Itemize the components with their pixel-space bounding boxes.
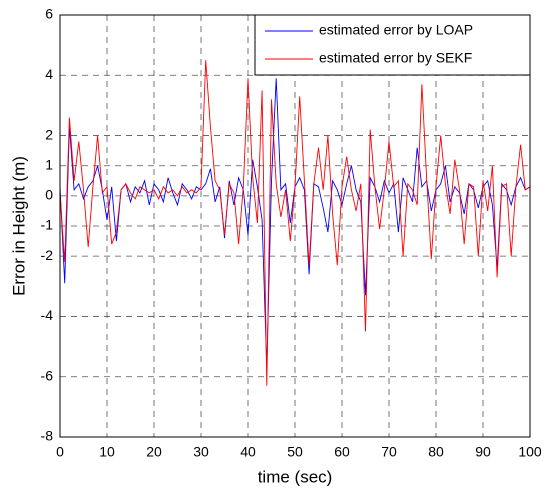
x-tick-label: 20: [146, 444, 162, 460]
x-tick-label: 10: [99, 444, 115, 460]
legend-label: estimated error by SEKF: [319, 50, 472, 66]
y-tick-label: 1: [45, 156, 53, 172]
x-tick-label: 40: [240, 444, 256, 460]
y-tick-label: -2: [41, 247, 54, 263]
y-tick-label: -6: [41, 367, 54, 383]
x-tick-label: 50: [287, 444, 303, 460]
x-tick-label: 60: [334, 444, 350, 460]
y-tick-label: 6: [45, 6, 53, 22]
legend-box: [254, 14, 531, 76]
x-axis-label: time (sec): [258, 467, 333, 486]
y-tick-label: 0: [45, 187, 53, 203]
x-tick-label: 70: [381, 444, 397, 460]
x-tick-label: 0: [56, 444, 64, 460]
series-line: [59, 60, 531, 386]
y-tick-label: 4: [45, 66, 53, 82]
y-tick-label: -8: [41, 428, 54, 444]
legend-label: estimated error by LOAP: [319, 22, 473, 38]
x-tick-label: 100: [518, 444, 542, 460]
x-tick-label: 80: [428, 444, 444, 460]
y-tick-label: -1: [41, 217, 54, 233]
y-tick-label: 2: [45, 126, 53, 142]
y-tick-label: -4: [41, 307, 54, 323]
x-tick-label: 90: [475, 444, 491, 460]
y-axis-label: Error in Height (m): [9, 156, 28, 296]
x-tick-label: 30: [193, 444, 209, 460]
